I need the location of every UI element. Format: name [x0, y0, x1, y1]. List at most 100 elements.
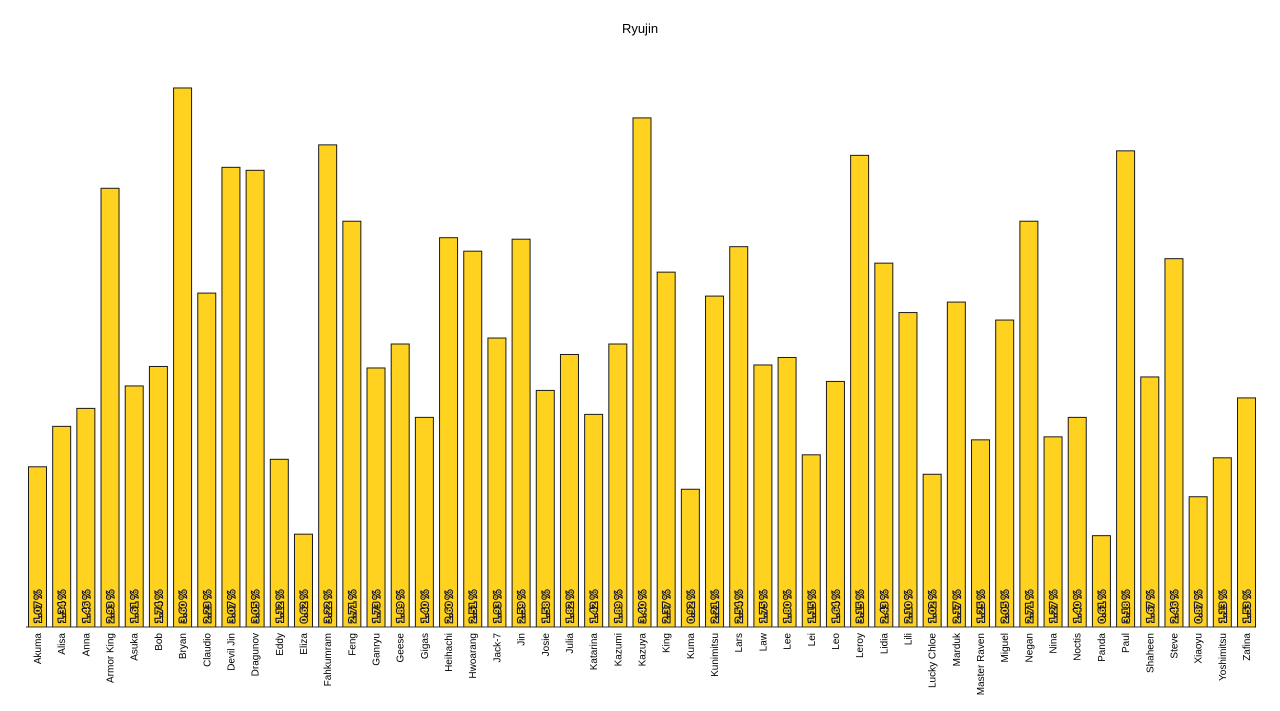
x-tick-label: Feng: [347, 633, 358, 656]
x-tick-label: Gigas: [420, 633, 431, 659]
bar-steve: [1164, 258, 1184, 628]
value-label: 3.05 %: [252, 590, 262, 623]
bar-fahkumram: [318, 144, 338, 628]
x-tick-label: Lars: [734, 633, 745, 652]
x-tick-label: Nina: [1049, 633, 1060, 654]
value-label: 2.93 %: [107, 590, 117, 623]
x-tick-label: Kuma: [686, 633, 697, 660]
x-tick-label: Bryan: [178, 633, 189, 659]
bar-lidia: [874, 262, 894, 628]
chart-title: Ryujin: [622, 21, 658, 36]
value-label: 1.74 %: [155, 590, 165, 623]
x-tick-label: Akuma: [33, 633, 44, 665]
x-tick-label: Geese: [396, 633, 407, 663]
bar-julia: [559, 353, 579, 628]
bar-hwoarang: [463, 250, 483, 628]
value-label: 1.61 %: [131, 590, 141, 623]
bar-lars: [729, 246, 749, 628]
bar-jack-7: [487, 337, 507, 628]
x-tick-label: Eddy: [275, 633, 286, 656]
value-label: 1.53 %: [1243, 590, 1253, 623]
bar-paul: [1116, 150, 1136, 628]
value-label: 1.75 %: [759, 590, 769, 623]
value-label: 3.40 %: [639, 590, 649, 623]
value-label: 3.18 %: [1122, 590, 1132, 623]
x-tick-label: Eliza: [299, 633, 310, 655]
bar-marduk: [946, 301, 966, 628]
value-label: 1.82 %: [566, 590, 576, 623]
x-tick-label: Law: [758, 632, 769, 651]
value-label: 1.67 %: [1146, 590, 1156, 623]
x-tick-label: Lili: [903, 633, 914, 645]
bar-claudio: [197, 292, 217, 628]
x-tick-label: Lucky Chloe: [928, 633, 939, 688]
value-labels-group: 1.07 % 1.34 % 1.46 % 2.93 % 1.61 % 1.74 % 3.60…: [33, 589, 1254, 624]
x-tick-label: Leroy: [855, 633, 866, 658]
x-tick-label: Master Raven: [976, 633, 987, 695]
x-tick-label: Zafina: [1242, 633, 1253, 661]
bar-jin: [511, 238, 531, 628]
bar-lili: [898, 312, 918, 628]
value-label: 1.27 %: [1050, 590, 1060, 623]
x-tick-label: Lei: [807, 633, 818, 646]
value-label: 0.61 %: [1098, 590, 1108, 623]
value-label: 2.23 %: [203, 590, 213, 623]
value-label: 1.13 %: [1219, 590, 1229, 623]
x-tick-label: Lidia: [879, 633, 890, 655]
bar-ganryu: [366, 367, 386, 628]
bar-armor-king: [100, 187, 120, 628]
value-label: 3.60 %: [179, 590, 189, 623]
x-tick-label: Kazuya: [638, 633, 649, 667]
bar-king: [656, 271, 676, 628]
x-tick-label: Alisa: [57, 633, 68, 655]
value-label: 1.25 %: [977, 590, 987, 623]
x-tick-label: Miguel: [1000, 633, 1011, 662]
x-tick-label: Paul: [1121, 633, 1132, 653]
x-tick-label: Shaheen: [1145, 633, 1156, 673]
bar-bob: [148, 365, 168, 628]
value-label: 3.15 %: [856, 590, 866, 623]
value-label: 1.89 %: [614, 590, 624, 623]
x-tick-label: Marduk: [952, 632, 963, 666]
value-label: 0.92 %: [687, 590, 697, 623]
value-label: 0.62 %: [300, 590, 310, 623]
x-tick-label: Heihachi: [444, 633, 455, 672]
value-label: 1.02 %: [929, 590, 939, 623]
x-tick-label: Josie: [541, 633, 552, 657]
x-tick-label: Anna: [81, 633, 92, 657]
value-label: 2.21 %: [711, 590, 721, 623]
x-tick-label: Noctis: [1073, 633, 1084, 661]
x-tick-label: Julia: [565, 633, 576, 654]
value-label: 1.40 %: [1074, 590, 1084, 623]
bar-devil-jin: [221, 166, 241, 628]
x-tick-label: King: [662, 633, 673, 653]
x-tick-label: Ganryu: [372, 633, 383, 666]
value-label: 3.07 %: [227, 590, 237, 623]
x-tick-label: Jin: [517, 633, 528, 646]
value-label: 2.54 %: [735, 590, 745, 623]
bar-leo: [825, 380, 845, 628]
bar-lee: [777, 356, 797, 628]
value-label: 1.93 %: [493, 590, 503, 623]
bar-law: [753, 364, 773, 628]
bar-miguel: [995, 319, 1015, 628]
x-tick-label: Jack-7: [492, 633, 503, 663]
x-tick-label: Negan: [1024, 633, 1035, 662]
value-label: 2.59 %: [518, 590, 528, 623]
value-label: 2.60 %: [445, 590, 455, 623]
value-label: 3.22 %: [324, 590, 334, 623]
bar-kazuya: [632, 117, 652, 628]
value-label: 0.87 %: [1195, 590, 1205, 623]
value-label: 1.34 %: [58, 590, 68, 623]
value-label: 1.40 %: [421, 590, 431, 623]
value-label: 1.07 %: [34, 590, 44, 623]
value-label: 1.73 %: [373, 590, 383, 623]
x-tick-label: Leo: [831, 633, 842, 650]
x-tick-label: Xiaoyu: [1194, 633, 1205, 664]
value-label: 1.89 %: [397, 590, 407, 623]
value-label: 2.46 %: [1170, 590, 1180, 623]
value-label: 2.71 %: [348, 590, 358, 623]
value-label: 2.37 %: [663, 590, 673, 623]
bar-kunimitsu: [705, 295, 725, 628]
